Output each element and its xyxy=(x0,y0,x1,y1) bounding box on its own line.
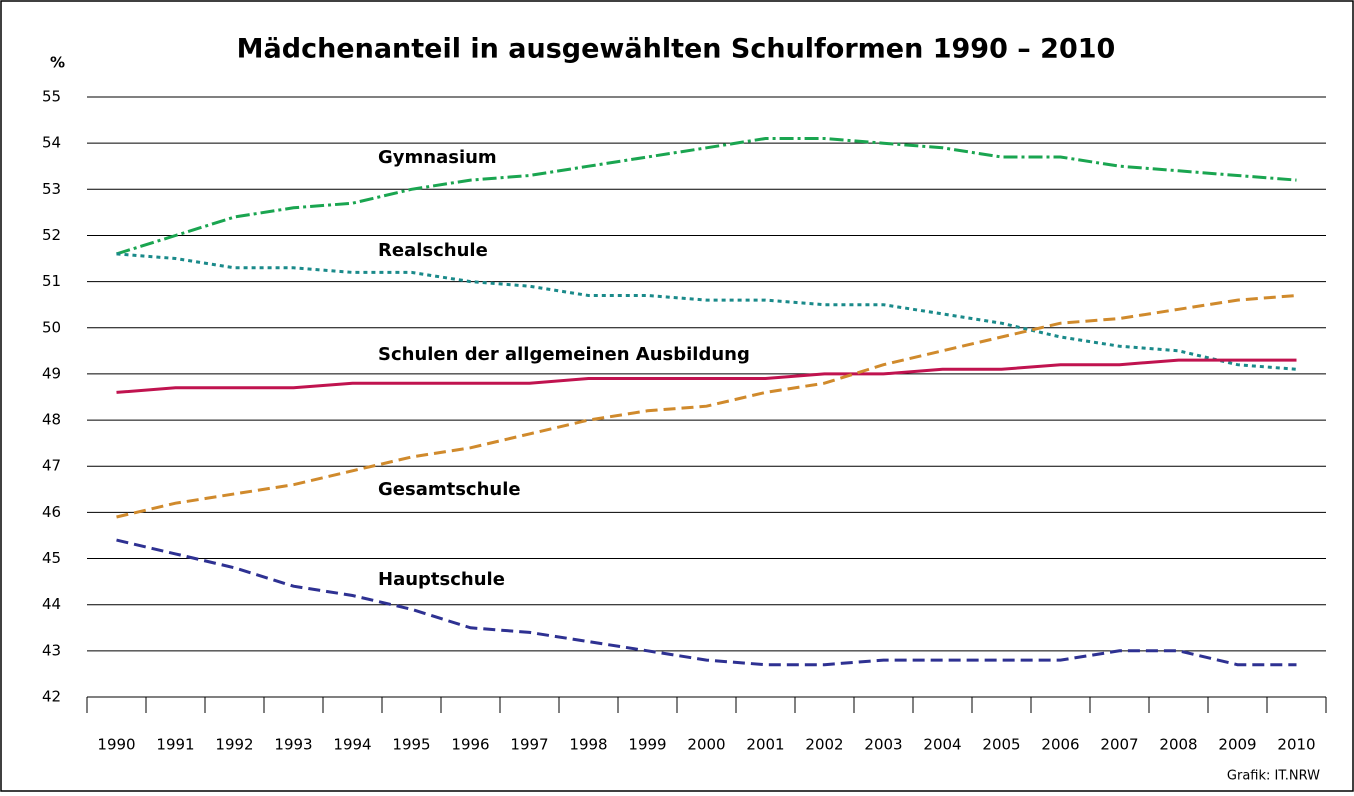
x-tick-label: 2004 xyxy=(923,736,961,754)
series-line xyxy=(116,358,1297,394)
y-tick-label: 52 xyxy=(42,226,61,244)
y-axis-label: % xyxy=(50,54,65,72)
x-tick-label: 1999 xyxy=(628,736,666,754)
x-tick-label: 2010 xyxy=(1277,736,1315,754)
x-tick-label: 2008 xyxy=(1159,736,1197,754)
y-tick-label: 45 xyxy=(42,549,61,567)
x-tick-label: 2002 xyxy=(805,736,843,754)
y-tick-label: 42 xyxy=(42,688,61,706)
series-label: Gesamtschule xyxy=(378,479,521,500)
y-tick-label: 44 xyxy=(42,595,61,613)
y-tick-label: 46 xyxy=(42,503,61,521)
y-tick-label: 53 xyxy=(42,180,61,198)
y-tick-label: 50 xyxy=(42,318,61,336)
x-tick-label: 2007 xyxy=(1100,736,1138,754)
x-tick-label: 1993 xyxy=(274,736,312,754)
series-line xyxy=(116,294,1297,519)
y-tick-label: 47 xyxy=(42,457,61,475)
x-tick-label: 1994 xyxy=(333,736,371,754)
series-label: Realschule xyxy=(378,240,488,261)
x-tick-label: 2001 xyxy=(746,736,784,754)
x-tick-label: 2000 xyxy=(687,736,725,754)
y-tick-label: 51 xyxy=(42,272,61,290)
x-tick-label: 1990 xyxy=(97,736,135,754)
series-line xyxy=(116,137,1297,256)
series-line xyxy=(116,252,1297,371)
source: Grafik: IT.NRW xyxy=(1227,769,1320,784)
x-tick-label: 1998 xyxy=(569,736,607,754)
series-label: Schulen der allgemeinen Ausbildung xyxy=(378,344,750,365)
series-label: Hauptschule xyxy=(378,569,505,590)
y-tick-label: 49 xyxy=(42,364,61,382)
y-tick-label: 48 xyxy=(42,411,61,429)
x-tick-label: 1991 xyxy=(156,736,194,754)
x-tick-label: 1996 xyxy=(451,736,489,754)
x-tick-label: 2003 xyxy=(864,736,902,754)
x-tick-label: 1995 xyxy=(392,736,430,754)
y-tick-label: 54 xyxy=(42,134,61,152)
x-tick-label: 2005 xyxy=(982,736,1020,754)
y-tick-label: 55 xyxy=(42,88,61,106)
x-tick-label: 1997 xyxy=(510,736,548,754)
chart-title: Mädchenanteil in ausgewählten Schulforme… xyxy=(237,34,1116,65)
x-tick-label: 2006 xyxy=(1041,736,1079,754)
x-tick-label: 2009 xyxy=(1218,736,1256,754)
series-label: Gymnasium xyxy=(378,147,497,168)
x-tick-label: 1992 xyxy=(215,736,253,754)
y-tick-label: 43 xyxy=(42,641,61,659)
series-line xyxy=(116,538,1297,667)
